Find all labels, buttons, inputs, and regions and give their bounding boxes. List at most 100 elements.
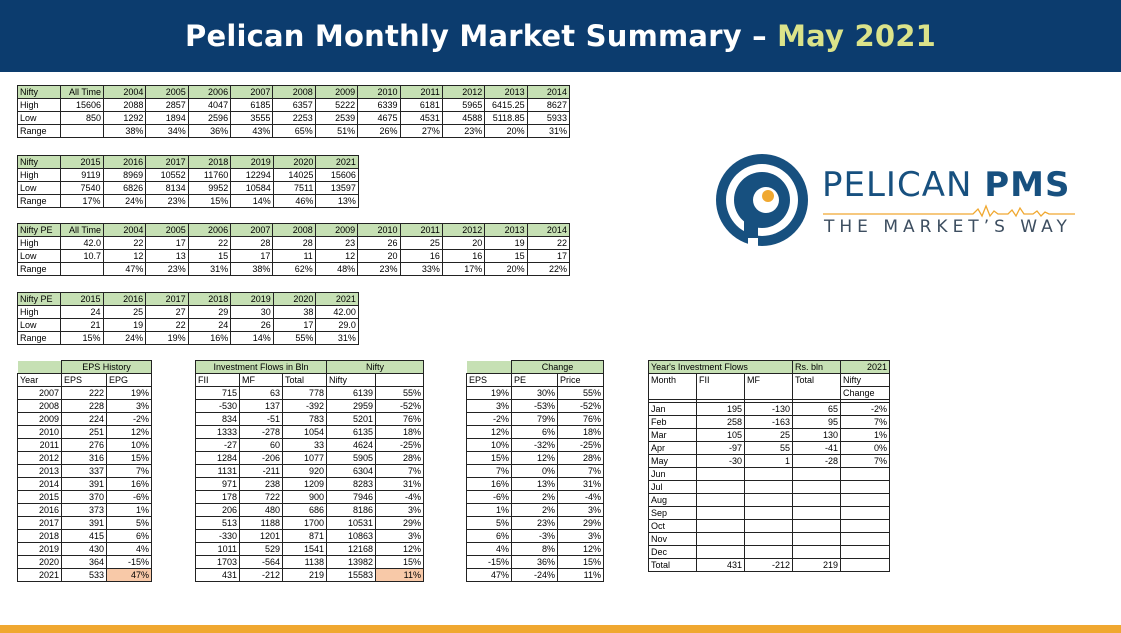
table-cell: 15583 bbox=[326, 568, 377, 582]
logo-tagline: THE MARKET’S WAY bbox=[824, 217, 1072, 237]
table-cell: -2% bbox=[466, 412, 512, 426]
table-cell: 26 bbox=[230, 318, 274, 332]
table-cell: 15% bbox=[557, 555, 604, 569]
table-cell: 12% bbox=[511, 451, 558, 465]
col-head-nifty-change bbox=[375, 373, 425, 387]
table-cell bbox=[840, 545, 891, 559]
table-cell: 10.7 bbox=[60, 249, 104, 263]
table-cell: 0% bbox=[840, 441, 891, 455]
table-cell: 1188 bbox=[239, 516, 283, 530]
table-cell: 7% bbox=[557, 464, 604, 478]
table-cell: 7540 bbox=[60, 181, 104, 195]
table-cell: 7% bbox=[105, 464, 153, 478]
col-head-month: Month bbox=[648, 373, 697, 387]
column-header: 2015 bbox=[60, 292, 104, 306]
table-cell: 31% bbox=[526, 124, 570, 138]
table-cell: 55% bbox=[272, 331, 317, 345]
table-cell: 46% bbox=[272, 194, 317, 208]
table-cell bbox=[840, 493, 891, 507]
table-row: High 9119 8969 10552 11760 12294 14025 15606 bbox=[17, 168, 359, 182]
header-row: Nifty All Time 2004 2005 2006 2007 2008 2009 201… bbox=[17, 85, 570, 99]
table-cell: 5933 bbox=[526, 111, 570, 125]
table-cell: 5118.85 bbox=[484, 111, 528, 125]
col-head-epg: EPG bbox=[105, 373, 153, 387]
table-cell: 16 bbox=[399, 249, 443, 263]
table-cell: -25% bbox=[557, 438, 604, 452]
table-row: Total 431 -212 219 bbox=[648, 558, 891, 572]
table-row: 2020 364 -15% bbox=[17, 555, 153, 569]
table-cell: 19% bbox=[105, 386, 153, 400]
table-cell: -211 bbox=[239, 464, 283, 478]
table-cell: 7% bbox=[840, 415, 891, 429]
table-cell: -97 bbox=[696, 441, 745, 455]
table-cell: 222 bbox=[61, 386, 107, 400]
year-flows-year: 2021 bbox=[840, 360, 891, 374]
table-cell: 1011 bbox=[195, 542, 240, 556]
table-cell: 2016 bbox=[17, 503, 62, 517]
table-row: 206 480 686 8186 3% bbox=[195, 503, 425, 517]
table-cell: 9119 bbox=[60, 168, 104, 182]
table-cell bbox=[840, 467, 891, 481]
col-head-mf: MF bbox=[743, 373, 794, 387]
row-label: May bbox=[648, 454, 697, 468]
column-header: 2010 bbox=[357, 223, 401, 237]
table-row: -27 60 33 4624 -25% bbox=[195, 438, 425, 452]
table-cell: 5905 bbox=[326, 451, 377, 465]
table-cell: 22 bbox=[187, 236, 232, 250]
pelican-logo bbox=[712, 152, 1082, 252]
table-cell: 2007 bbox=[17, 386, 62, 400]
table-row: 1284 -206 1077 5905 28% bbox=[195, 451, 425, 465]
table-row: 47% -24% 11% bbox=[466, 568, 604, 582]
table-cell: 14025 bbox=[272, 168, 317, 182]
table-cell: 11% bbox=[557, 568, 604, 582]
col-head-fii: FII bbox=[195, 373, 240, 387]
table-cell: 4531 bbox=[399, 111, 443, 125]
column-header: 2008 bbox=[272, 85, 316, 99]
table-row: 4% 8% 12% bbox=[466, 542, 604, 556]
table-cell: -41 bbox=[792, 441, 842, 455]
table-cell: 24% bbox=[102, 331, 147, 345]
table-cell: 24 bbox=[60, 305, 104, 319]
table-cell: -530 bbox=[195, 399, 240, 413]
column-header: 2018 bbox=[187, 155, 232, 169]
table-cell: 18% bbox=[557, 425, 604, 439]
table-cell: 3% bbox=[557, 529, 604, 543]
table-cell: 12% bbox=[105, 425, 153, 439]
table-cell: -212 bbox=[239, 568, 283, 582]
nifty-range-table-2004-2014: Nifty All Time 2004 2005 2006 2007 2008 2009 201… bbox=[17, 85, 570, 138]
table-cell: 258 bbox=[696, 415, 745, 429]
table-row: 16% 13% 31% bbox=[466, 477, 604, 491]
table-row: High 42.0 22 17 22 28 28 23 26 25 20 19 22 bbox=[17, 236, 570, 250]
table-cell: 20 bbox=[441, 236, 486, 250]
table-row: Range 47% 23% 31% 38% 62% 48% 23% 33% 17% 20% 22% bbox=[17, 262, 570, 276]
table-cell bbox=[743, 467, 794, 481]
table-cell: 6% bbox=[511, 425, 558, 439]
table-cell: 27 bbox=[145, 305, 189, 319]
table-cell: 22% bbox=[526, 262, 570, 276]
col-head-nifty: Nifty bbox=[840, 373, 891, 387]
table-row: 2017 391 5% bbox=[17, 516, 153, 530]
table-cell: 2010 bbox=[17, 425, 62, 439]
table-cell: 19 bbox=[484, 236, 528, 250]
column-header: 2004 bbox=[102, 223, 147, 237]
table-cell: -130 bbox=[743, 402, 794, 416]
nifty-pe-table-2015-2021: Nifty PE 2015 2016 2017 2018 2019 2020 2021 High… bbox=[17, 292, 359, 345]
table-cell: 12 bbox=[314, 249, 359, 263]
table-row: Oct bbox=[648, 519, 891, 533]
row-label: Jun bbox=[648, 467, 697, 481]
col-head-year: Year bbox=[17, 373, 62, 387]
column-header: 2009 bbox=[314, 85, 359, 99]
row-label: Sep bbox=[648, 506, 697, 520]
table-cell: 920 bbox=[281, 464, 328, 478]
table-cell: 316 bbox=[61, 451, 107, 465]
table-cell: 2014 bbox=[17, 477, 62, 491]
col-head-total: Total bbox=[281, 373, 328, 387]
table-cell: 31% bbox=[557, 477, 604, 491]
table-cell: 5222 bbox=[314, 98, 359, 112]
table-cell: 15% bbox=[60, 331, 104, 345]
table-cell: 15606 bbox=[315, 168, 359, 182]
table-cell: 33 bbox=[281, 438, 328, 452]
table-cell: 10% bbox=[105, 438, 153, 452]
table-cell: 65% bbox=[272, 124, 316, 138]
col-head-mf: MF bbox=[239, 373, 283, 387]
